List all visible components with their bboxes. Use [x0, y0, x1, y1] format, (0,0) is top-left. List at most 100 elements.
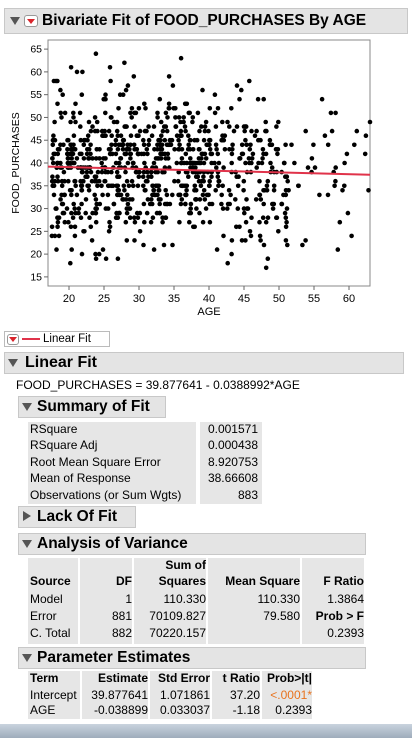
data-point — [93, 174, 99, 179]
data-point — [258, 137, 263, 143]
linear-fit-header[interactable]: Linear Fit — [4, 352, 404, 374]
data-point — [177, 219, 182, 225]
data-point — [186, 133, 191, 138]
parameter-estimates-header[interactable]: Parameter Estimates — [18, 647, 366, 669]
data-point — [213, 188, 218, 193]
data-point — [237, 96, 242, 102]
data-point — [333, 178, 338, 184]
data-point — [145, 197, 151, 202]
data-point — [129, 106, 135, 111]
disclosure-icon[interactable] — [10, 12, 20, 30]
data-point — [260, 147, 266, 152]
data-point — [97, 201, 103, 207]
lack-of-fit-header[interactable]: Lack Of Fit — [18, 506, 136, 528]
cell-shading — [80, 558, 132, 644]
data-point — [190, 147, 196, 152]
data-point — [102, 128, 107, 134]
data-point — [240, 151, 246, 157]
data-point — [95, 183, 100, 189]
cell-shading — [28, 558, 78, 644]
red-triangle-menu-icon[interactable] — [24, 15, 38, 27]
data-point — [239, 142, 245, 148]
disclosure-icon[interactable] — [23, 508, 31, 526]
data-point — [245, 206, 251, 211]
data-point — [220, 119, 225, 125]
data-point — [269, 165, 275, 170]
data-point — [68, 224, 74, 230]
anova-header[interactable]: Analysis of Variance — [18, 533, 366, 555]
data-point — [252, 133, 258, 138]
data-point — [56, 233, 62, 239]
y-tick-label: 35 — [30, 180, 42, 192]
data-point — [219, 192, 224, 198]
linear-fit-line[interactable] — [47, 165, 371, 176]
data-point — [106, 147, 112, 152]
data-point — [176, 147, 181, 152]
summary-of-fit-header[interactable]: Summary of Fit — [18, 396, 166, 418]
data-point — [209, 174, 214, 179]
data-point — [146, 137, 152, 143]
data-point — [222, 147, 228, 152]
data-point — [166, 74, 172, 79]
data-point — [69, 156, 74, 161]
data-point — [192, 183, 198, 189]
legend-menu-icon[interactable] — [7, 333, 19, 345]
data-point — [276, 119, 281, 125]
data-point — [225, 260, 230, 266]
cell-shading — [302, 558, 364, 644]
x-tick-label: 25 — [98, 293, 110, 305]
data-point — [262, 188, 268, 193]
data-point — [227, 124, 232, 129]
data-point — [68, 188, 74, 193]
data-point — [176, 115, 182, 120]
data-point — [159, 142, 165, 148]
data-point — [99, 160, 104, 166]
data-point — [195, 110, 201, 116]
data-point — [51, 78, 57, 84]
data-point — [212, 160, 217, 166]
data-point — [247, 78, 252, 84]
data-point — [55, 101, 60, 107]
data-point — [161, 242, 167, 248]
anova-cell: Model — [30, 592, 63, 606]
data-point — [194, 206, 199, 211]
data-point — [202, 124, 208, 129]
data-point — [85, 174, 90, 179]
data-point — [155, 147, 160, 152]
data-point — [127, 151, 133, 157]
disclosure-icon[interactable] — [22, 535, 32, 553]
data-point — [115, 188, 121, 193]
data-point — [176, 169, 181, 175]
data-point — [142, 160, 147, 166]
data-point — [51, 183, 57, 189]
data-point — [58, 110, 63, 116]
data-point — [284, 206, 290, 211]
data-point — [128, 156, 133, 161]
data-point — [107, 219, 112, 225]
params-header-cell: Estimate — [97, 671, 148, 685]
fit-legend[interactable]: Linear Fit — [4, 331, 110, 347]
data-point — [337, 219, 343, 225]
data-point — [109, 169, 114, 175]
disclosure-icon[interactable] — [22, 398, 32, 416]
data-point — [141, 201, 147, 207]
data-point — [220, 133, 225, 138]
data-point — [225, 206, 230, 211]
data-point — [190, 119, 195, 125]
data-point — [305, 165, 311, 170]
params-table: Term Estimate Std Error t Ratio Prob>|t| Inte… — [28, 671, 368, 721]
data-point — [113, 215, 119, 220]
data-point — [236, 174, 241, 179]
y-tick-label: 30 — [30, 203, 42, 215]
bivariate-header[interactable]: Bivariate Fit of FOOD_PURCHASES By AGE — [4, 8, 408, 34]
lack-title: Lack Of Fit — [37, 508, 118, 525]
data-point — [72, 178, 78, 184]
disclosure-icon[interactable] — [22, 649, 32, 667]
disclosure-icon[interactable] — [8, 354, 18, 372]
data-point — [60, 92, 65, 97]
data-point — [193, 188, 199, 193]
data-point — [256, 160, 261, 166]
data-point — [283, 142, 288, 148]
data-point — [254, 165, 259, 170]
data-point — [229, 160, 234, 166]
